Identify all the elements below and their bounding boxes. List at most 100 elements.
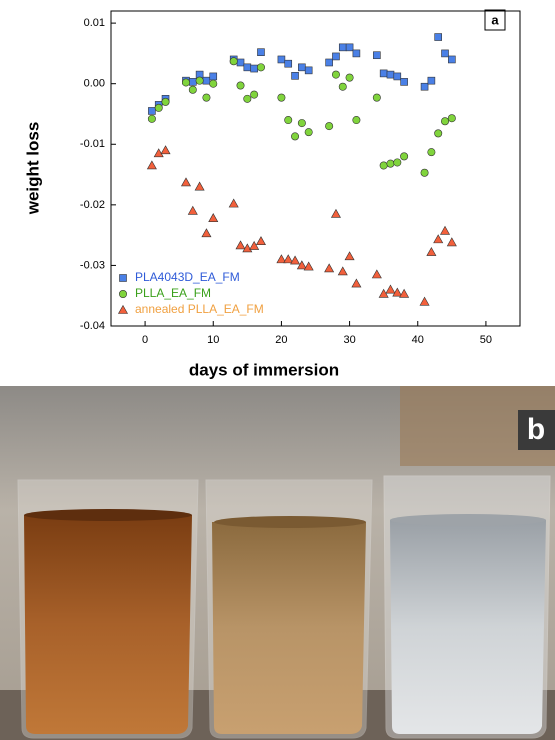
marker [352, 116, 361, 125]
panel-label-box [484, 9, 506, 31]
marker [208, 213, 219, 222]
marker [448, 55, 456, 64]
marker [345, 43, 354, 52]
legend-marker [117, 304, 129, 314]
liquid-surface [214, 516, 366, 528]
y-axis-label: weight loss [23, 122, 42, 216]
marker [249, 240, 260, 250]
marker [235, 240, 246, 250]
marker [324, 263, 335, 273]
marker [379, 161, 388, 170]
marker [277, 55, 286, 64]
plot-frame [110, 10, 521, 327]
marker [242, 243, 253, 253]
y-tick-label: -0.03 [80, 259, 105, 271]
marker [440, 225, 451, 235]
marker [304, 128, 313, 137]
marker [209, 79, 218, 88]
marker [297, 119, 306, 128]
marker [385, 284, 396, 294]
marker [400, 78, 408, 86]
marker [392, 287, 403, 297]
x-tick-label: 30 [343, 334, 355, 346]
marker [201, 228, 212, 238]
marker [420, 82, 429, 91]
marker [372, 93, 381, 102]
marker [379, 69, 388, 78]
marker [243, 94, 252, 103]
marker [447, 114, 456, 123]
marker [284, 59, 293, 68]
liquid-surface [390, 514, 546, 526]
liquid [212, 522, 366, 734]
marker [427, 148, 436, 157]
marker [298, 63, 306, 72]
marker [283, 254, 294, 264]
y-tick-label: -0.01 [80, 138, 105, 150]
marker [304, 66, 313, 75]
marker [153, 148, 164, 158]
marker [181, 78, 190, 87]
marker [371, 269, 382, 279]
legend-marker [119, 289, 128, 298]
marker [434, 33, 443, 41]
marker [256, 63, 265, 72]
marker [291, 132, 300, 141]
marker [202, 76, 211, 85]
marker [195, 76, 204, 85]
marker [188, 85, 197, 94]
y-tick-label: -0.02 [80, 199, 105, 211]
marker [330, 208, 341, 218]
liquid [390, 520, 546, 734]
liquid [24, 515, 192, 734]
marker [399, 288, 410, 298]
marker [290, 255, 301, 265]
marker [441, 117, 450, 126]
marker [250, 64, 258, 73]
marker [386, 70, 395, 79]
legend-label: annealed PLLA_EA_FM [135, 302, 264, 316]
marker [441, 49, 449, 58]
marker [338, 82, 347, 91]
y-tick-label: 0.00 [84, 78, 105, 90]
liquid-surface [24, 509, 192, 521]
panel-label: a [491, 12, 499, 27]
marker [393, 158, 402, 167]
marker [276, 254, 287, 264]
marker [257, 48, 265, 56]
marker [189, 78, 197, 86]
marker [154, 103, 163, 112]
marker [337, 266, 348, 276]
marker [147, 114, 156, 123]
marker [386, 159, 395, 168]
x-tick-label: 50 [480, 334, 492, 346]
marker [419, 296, 430, 306]
legend-label: PLLA_EA_FM [135, 286, 211, 300]
marker [420, 168, 429, 177]
marker [291, 72, 299, 80]
marker [202, 93, 211, 102]
marker [345, 73, 354, 82]
marker [446, 237, 457, 247]
legend-marker [119, 274, 127, 282]
panel-label: b [527, 413, 545, 446]
marker [427, 76, 436, 85]
marker [325, 122, 334, 131]
marker [296, 260, 307, 270]
marker [277, 93, 286, 102]
marker [331, 70, 340, 79]
marker [303, 261, 314, 271]
marker [236, 58, 245, 67]
marker [180, 177, 191, 187]
marker [209, 72, 218, 81]
y-tick-label: -0.04 [80, 320, 105, 332]
marker [373, 51, 381, 60]
legend-label: PLA4043D_EA_FM [135, 270, 240, 284]
marker [393, 72, 402, 81]
marker [250, 90, 259, 99]
marker [194, 181, 205, 191]
marker [148, 107, 156, 115]
marker [243, 63, 252, 72]
marker [229, 57, 238, 66]
